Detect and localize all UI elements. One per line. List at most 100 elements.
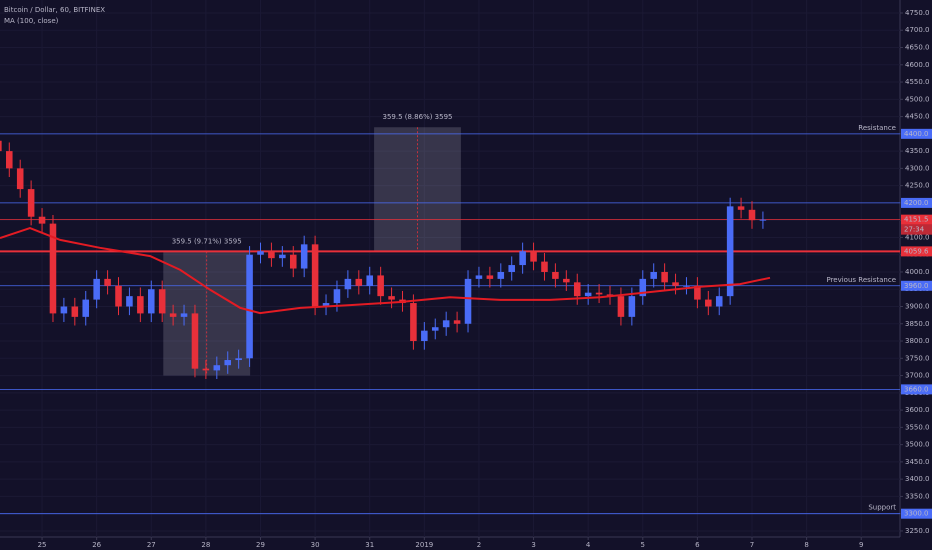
y-tick-label: 4550.0 [905,78,930,86]
candle-body [366,275,373,286]
price-tag-label: 3660.0 [904,385,929,393]
y-tick-label: 4750.0 [905,9,930,17]
candle-body [639,278,647,297]
price-tag [901,280,932,291]
price-tag [901,384,932,395]
x-tick-label: 30 [311,541,320,549]
x-tick-label: 27 [147,541,156,549]
y-tick-label: 3450.0 [905,458,930,466]
candle-body [464,278,472,324]
y-tick-label: 3400.0 [905,475,930,483]
y-tick-label: 3750.0 [905,354,930,362]
candle-body [322,303,330,307]
y-tick-label: 4700.0 [905,26,930,34]
y-tick-label: 3600.0 [905,406,930,414]
y-tick-label: 3550.0 [905,423,930,431]
candle-body [705,299,712,307]
x-tick-label: 4 [586,541,591,549]
y-tick-label: 3500.0 [905,441,930,449]
candle-body [628,296,636,317]
y-tick-label: 3350.0 [905,492,930,500]
candle-body [486,275,494,279]
x-tick-label: 28 [201,541,210,549]
candle-body [300,244,308,269]
price-tag-label: 4200.0 [904,199,929,207]
y-tick-label: 4500.0 [905,95,930,103]
candle-body [213,365,221,371]
y-tick-label: 4450.0 [905,113,930,121]
level-label: Resistance [858,124,896,132]
x-tick-label: 26 [92,541,101,549]
candle-body [573,282,581,297]
candle-body [683,285,690,287]
price-tag [901,197,932,208]
candle-body [563,278,570,283]
candle-body [530,251,537,262]
indicator-label: MA (100, close) [4,17,59,25]
x-tick-label: 8 [804,541,808,549]
y-tick-label: 4000.0 [905,268,930,276]
x-tick-label: 25 [38,541,47,549]
y-tick-label: 4650.0 [905,44,930,52]
candle-body [661,271,668,283]
y-tick-label: 4300.0 [905,164,930,172]
candle-body [748,209,756,221]
candle-body [71,306,79,317]
candle-body [49,223,57,314]
candle-body [595,292,603,295]
y-tick-label: 4250.0 [905,182,930,190]
candle-body [27,189,35,217]
candle-body [694,285,701,300]
price-tag [901,508,932,519]
candle-body [475,275,483,279]
candle-body [617,296,625,317]
candle-body [726,206,734,297]
candle-body [137,296,144,314]
y-tick-label: 4100.0 [905,233,930,241]
x-tick-label: 9 [859,541,863,549]
candle-body [82,299,90,317]
candle-body [453,320,461,324]
x-tick-label: 3 [531,541,535,549]
candle-body [431,327,439,331]
candle-body [6,151,13,169]
countdown-tag [901,224,932,235]
candle-body [246,254,253,359]
candle-body [16,168,24,190]
y-tick-label: 3900.0 [905,303,930,311]
candle-body [224,360,232,366]
price-tag-label: 4400.0 [904,130,929,138]
x-tick-label: 5 [641,541,645,549]
candle-body [191,313,199,369]
candle-body [279,254,286,259]
candle-body [289,254,297,269]
y-tick-label: 3800.0 [905,337,930,345]
x-tick-label: 2 [477,541,481,549]
candle-body [377,275,384,297]
candle-body [126,296,133,307]
y-tick-label: 3850.0 [905,320,930,328]
candle-body [508,265,515,272]
candle-body [410,303,417,342]
y-tick-label: 3700.0 [905,372,930,380]
candle-body [60,306,68,314]
candle-body [268,251,275,259]
candle-body [650,271,657,279]
candle-body [421,330,428,342]
price-tag [901,246,932,257]
y-tick-label: 4600.0 [905,61,930,69]
chart-title: Bitcoin / Dollar, 60, BITFINEX [4,6,105,14]
x-tick-label: 31 [365,541,374,549]
candle-body [311,244,319,307]
countdown-label: 27:34 [904,226,925,234]
x-tick-label: 6 [695,541,700,549]
price-tag-label: 4151.5 [904,216,929,224]
measure-label: 359.5 (8.86%) 3595 [382,113,452,121]
candle-body [180,313,188,317]
price-tag-label: 3960.0 [904,282,929,290]
candle-body [169,313,177,317]
price-tag-label: 4059.6 [904,247,929,255]
candle-body [235,358,242,361]
